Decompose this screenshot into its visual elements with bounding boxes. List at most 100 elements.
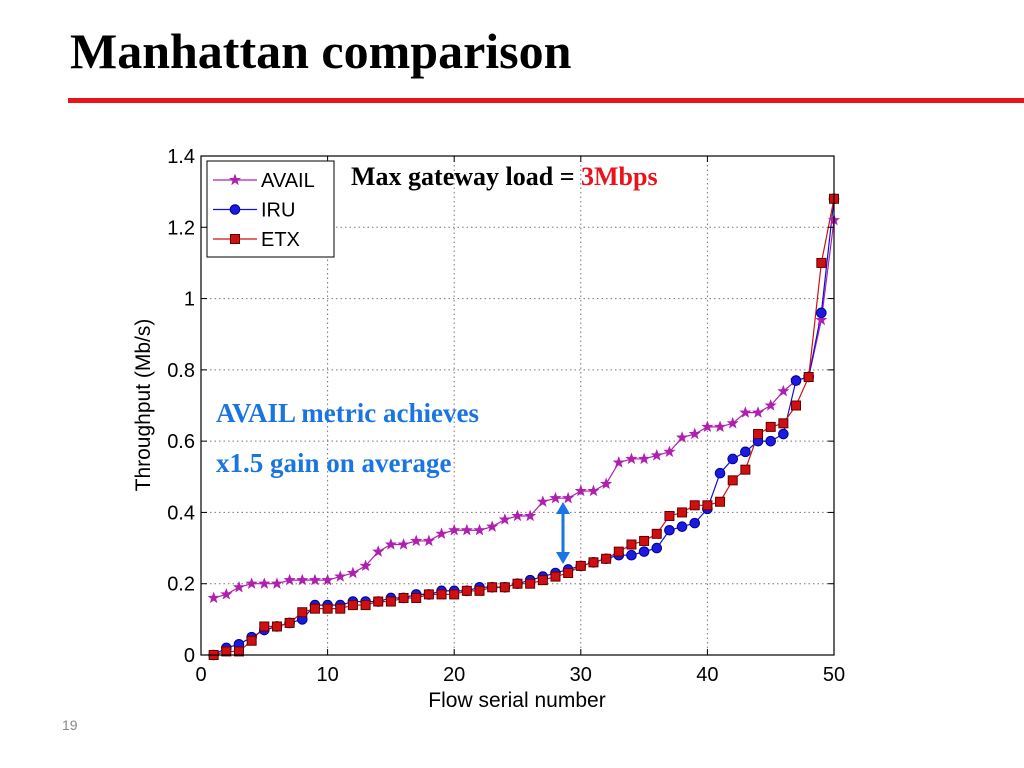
data-point-iru [727,453,739,465]
data-point-etx [677,507,688,518]
data-point-avail [663,445,676,457]
data-point-avail [473,523,486,536]
data-point-iru [638,546,650,557]
slide-title: Manhattan comparison [70,23,572,79]
data-point-iru [664,524,675,536]
data-point-etx [398,592,409,603]
data-point-etx [550,571,561,582]
data-point-avail [751,406,765,418]
data-point-avail [372,545,385,557]
data-point-etx [740,464,751,475]
series-markers [207,193,841,661]
x-tick-label: 0 [195,664,206,686]
data-point-etx [297,607,308,618]
data-point-iru [714,467,726,479]
legend-entries: AVAIL IRU ETX [213,170,315,251]
series-points-avail [207,213,841,604]
gain-arrow [556,502,570,564]
series-points-etx [208,193,839,660]
data-point-etx [512,578,523,589]
data-point-avail [714,420,727,433]
data-point-avail [308,573,321,586]
data-point-avail [422,534,435,547]
data-point-avail [346,566,359,579]
y-tick-label: 0.8 [167,360,195,382]
axis-ticks: 0 10 20 30 40 50 0 0.2 0.4 0.6 0.8 1 1.2 1.4 [167,146,845,686]
data-point-etx [816,257,827,268]
data-point-etx [689,500,700,511]
data-point-avail [600,477,613,490]
data-point-etx [322,603,333,614]
data-point-avail [410,534,423,547]
x-tick-label: 40 [696,664,718,686]
max-load-prefix: Max gateway load = [351,162,581,191]
data-point-etx [525,578,536,589]
x-tick-label: 10 [316,664,338,686]
data-point-etx [284,617,295,628]
data-point-avail [384,538,397,550]
data-point-avail [587,484,600,497]
data-point-avail [625,452,638,465]
y-tick-label: 0.6 [167,431,195,453]
data-point-iru [765,435,777,447]
data-point-avail [701,420,714,433]
legend: AVAIL IRU ETX [206,160,335,258]
data-point-etx [778,418,789,429]
legend-marker-iru [229,204,241,215]
data-point-etx [347,600,358,611]
data-point-etx [233,646,244,657]
data-point-iru [816,307,827,319]
data-point-avail [511,509,524,522]
data-point-etx [309,603,320,614]
legend-marker-etx [230,234,240,244]
data-point-avail [650,449,663,461]
data-point-avail [524,509,537,522]
data-point-etx [588,557,599,568]
slide-number: 19 [62,717,78,733]
data-point-etx [639,535,650,546]
data-point-avail [245,577,258,589]
data-point-etx [499,582,510,593]
data-point-etx [221,646,232,657]
data-point-etx [727,475,738,486]
max-load-value: 3Mbps [581,162,658,191]
data-point-etx [360,600,371,611]
x-axis-label: Flow serial number [428,689,605,712]
data-point-etx [803,371,814,382]
title-rule [68,98,1024,103]
data-point-etx [385,596,396,607]
data-point-avail [220,588,233,600]
data-point-etx [487,582,498,593]
data-point-avail [815,313,828,326]
data-point-avail [498,513,511,525]
data-point-etx [715,496,726,507]
data-point-etx [373,596,384,607]
y-tick-label: 0.2 [167,574,195,596]
data-point-avail [574,484,587,497]
data-point-etx [626,539,637,550]
legend-label-etx: ETX [261,229,300,251]
data-point-avail [270,577,284,589]
data-point-avail [232,580,246,593]
data-point-avail [612,456,625,468]
data-point-etx [474,585,485,596]
data-point-avail [448,523,461,536]
data-point-avail [258,577,271,589]
data-point-etx [791,400,802,411]
data-point-avail [726,416,739,429]
data-point-etx [702,500,713,511]
data-point-avail [207,591,220,604]
y-axis-label: Throughput (Mb/s) [132,319,155,492]
y-tick-label: 0 [184,645,195,667]
data-point-etx [423,589,434,600]
data-point-etx [563,568,574,579]
plot-frame [200,155,835,656]
data-point-iru [651,542,663,554]
data-point-avail [739,406,752,418]
gain-annotation-line2: x1.5 gain on average [216,448,452,478]
data-point-etx [601,553,612,564]
data-point-avail [334,570,347,582]
data-point-iru [626,549,637,561]
data-point-avail [397,538,410,550]
